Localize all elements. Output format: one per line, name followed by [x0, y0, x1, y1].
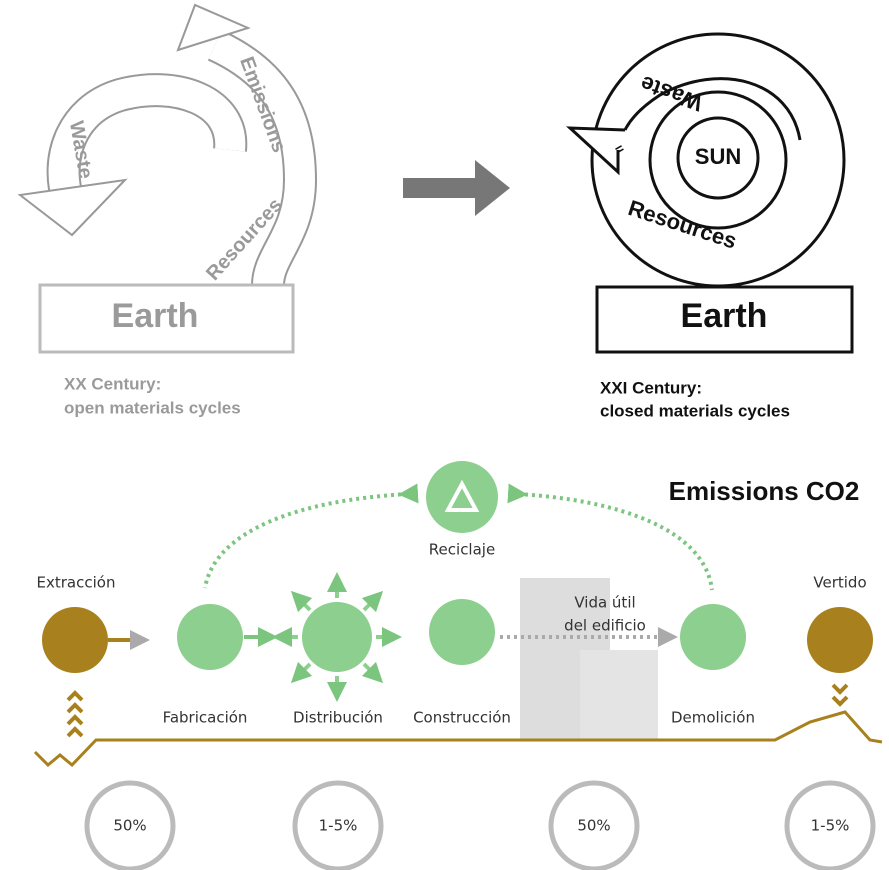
transition-arrow [403, 160, 510, 216]
waste-arc [623, 77, 802, 141]
recycle-symbol [444, 479, 480, 512]
stage-labels: Extracción Fabricación Distribución Constru… [37, 574, 867, 727]
co2-title: Emissions CO2 [669, 476, 860, 506]
percent-ring [784, 780, 876, 870]
construction-icon [429, 599, 495, 665]
up-chevrons [66, 690, 84, 738]
percent-ring [84, 780, 176, 870]
line [290, 590, 313, 613]
stage-label: Fabricación [163, 709, 248, 727]
stage-label: Vertido [813, 574, 866, 592]
recycle-icon [426, 461, 498, 533]
lifecycle: Emissions CO2 Vida útil del edificio Rec… [33, 461, 883, 870]
stage-label: Demolición [671, 709, 755, 727]
line [361, 661, 384, 684]
caption-line: XX Century: [64, 374, 161, 393]
emissions-arrowhead [176, 3, 251, 52]
caption-line: closed materials cycles [600, 401, 790, 420]
percent-label: 50% [113, 817, 146, 835]
landfill-icon [807, 607, 873, 673]
earth-box [38, 283, 295, 354]
stage-label: Extracción [37, 574, 116, 592]
earth-label: Earth [681, 297, 768, 335]
waste-arrowhead [17, 178, 128, 237]
building-label: del edificio [564, 617, 646, 635]
sun-circle [676, 116, 760, 200]
ground-line [33, 710, 883, 768]
percentages: 50% 1-5% 50% 1-5% [84, 780, 876, 870]
building [520, 578, 658, 740]
left-panel: Waste Emissions Resources Earth XX Centu… [17, 3, 318, 417]
demolition-icon [680, 604, 746, 670]
distribution-rays [272, 572, 402, 702]
line [361, 590, 384, 613]
building-label: Vida útil [574, 594, 635, 612]
percent-ring [548, 780, 640, 870]
right-panel: = Waste SUN Resources Earth XXI Century:… [565, 32, 854, 420]
percent-label: 50% [577, 817, 610, 835]
building-block [580, 650, 658, 740]
percent-label: 1-5% [811, 817, 850, 835]
resources-label: Resources [625, 195, 740, 254]
waste-band [48, 75, 246, 205]
distribution-icon [302, 602, 372, 672]
sun-label: SUN [695, 144, 741, 169]
percent-label: 1-5% [319, 817, 358, 835]
fabrication-icon [177, 604, 243, 670]
recycle-path [507, 483, 714, 591]
line [290, 661, 313, 684]
caption-line: XXI Century: [600, 378, 702, 397]
caption-line: open materials cycles [64, 398, 241, 417]
down-chevrons [831, 683, 849, 707]
recycle-path [203, 483, 419, 589]
earth-label: Earth [112, 297, 199, 335]
earth-box [595, 285, 854, 354]
stage-label: Construcción [413, 709, 511, 727]
inner-ring [648, 90, 788, 230]
waste-arrowhead [565, 126, 626, 176]
percent-ring [292, 780, 384, 870]
extraction-icon [42, 607, 108, 673]
stage-label: Distribución [293, 709, 383, 727]
emissions-band [208, 31, 316, 287]
recycle-label: Reciclaje [429, 541, 495, 559]
